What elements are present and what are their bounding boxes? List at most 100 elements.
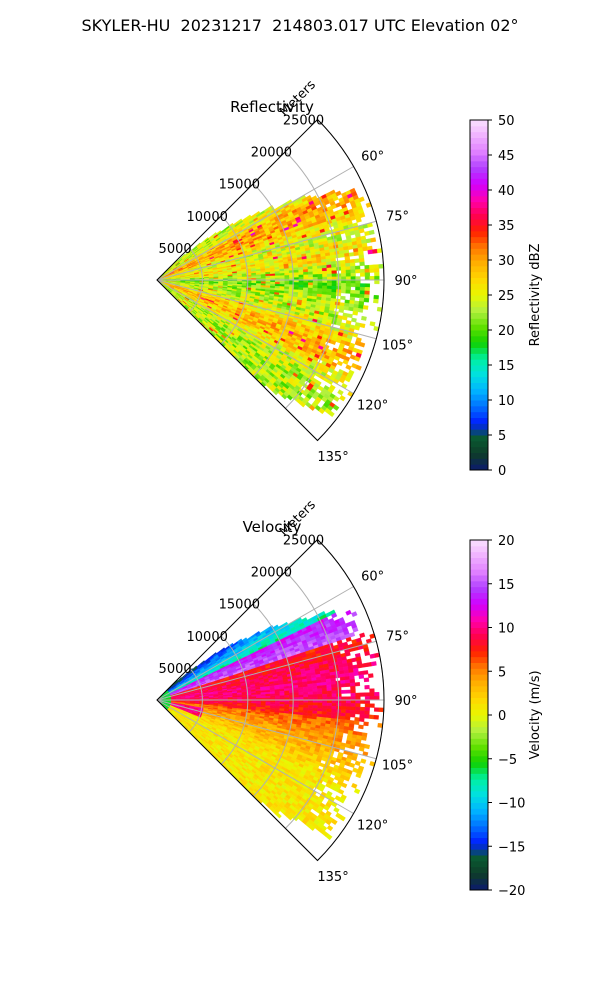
radar-cell (340, 289, 347, 294)
radar-cell (279, 275, 285, 279)
azimuth-tick-label: 105° (382, 338, 413, 353)
radar-cell (331, 282, 337, 287)
panel-velocity (156, 538, 492, 891)
colorbar-segment (470, 353, 488, 360)
colorbar-segment (470, 458, 488, 465)
radar-cell (374, 279, 380, 285)
radar-cell (369, 264, 375, 270)
radar-cell (358, 257, 365, 263)
radar-cell (350, 279, 356, 284)
colorbar-tick-label: 0 (498, 464, 506, 479)
radar-cell (307, 271, 314, 275)
radar-cell (374, 271, 380, 277)
radar-cell (359, 290, 366, 295)
colorbar-segment (470, 411, 488, 418)
radar-cell (359, 286, 366, 292)
colorbar-tick-label: 20 (498, 324, 515, 339)
colorbar-segment (470, 394, 488, 401)
colorbar-segment (470, 190, 488, 197)
radar-cell (340, 266, 347, 271)
radar-cell (338, 308, 345, 314)
radar-cell (339, 253, 346, 258)
colorbar-segment (470, 236, 488, 243)
colorbar-segment (470, 429, 488, 436)
radar-cell (374, 275, 380, 281)
radar-cell (355, 276, 361, 281)
radar-cell (359, 632, 366, 639)
radar-cell (331, 285, 337, 290)
colorbar-segment (470, 283, 488, 290)
colorbar-segment (470, 400, 488, 407)
colorbar-segment (470, 230, 488, 238)
radar-cell (349, 262, 356, 267)
radar-cell (364, 272, 371, 277)
radar-cell (350, 283, 356, 288)
colorbar-segment (470, 277, 488, 284)
radar-cell (251, 276, 257, 279)
radar-cell (340, 295, 346, 301)
colorbar-segment (470, 137, 488, 144)
radar-cell (340, 263, 346, 268)
radar-cell (293, 274, 300, 278)
radar-cell (322, 282, 328, 287)
azimuth-tick-label: 120° (357, 399, 388, 414)
radar-cell (373, 298, 379, 304)
radar-cell (317, 285, 323, 289)
colorbar-segment (470, 376, 488, 383)
radar-cell (312, 271, 318, 275)
colorbar-segment (470, 324, 488, 331)
colorbar (469, 119, 492, 471)
radar-cell (284, 272, 290, 276)
colorbar-tick-label: 30 (498, 254, 515, 269)
radar-cell (321, 267, 328, 272)
radar-cell (339, 395, 346, 402)
radar-cell (361, 662, 368, 668)
colorbar-segment (470, 125, 488, 133)
colorbar-segment (470, 184, 488, 191)
radar-cell (358, 674, 365, 679)
radar-cell (359, 212, 366, 219)
radar-cell (312, 274, 319, 278)
colorbar-segment (470, 289, 488, 296)
colorbar-segment (470, 248, 488, 255)
radar-cell (349, 678, 356, 684)
radar-cell (345, 283, 352, 288)
colorbar-segment (470, 312, 488, 319)
colorbar-segment (470, 178, 488, 185)
radar-cell (293, 272, 300, 276)
radar-cell (350, 265, 356, 271)
colorbar-segment (470, 271, 488, 278)
radar-cell (355, 283, 361, 288)
colorbar-segment (470, 417, 488, 424)
colorbar-tick-label: 15 (498, 359, 515, 374)
radar-cell (370, 237, 377, 243)
colorbar-segment (470, 295, 488, 302)
colorbar-segment (470, 359, 488, 366)
radar-cell (345, 364, 352, 371)
colorbar-segment (470, 195, 488, 203)
radar-cell (312, 282, 319, 286)
radar-cell (363, 677, 370, 683)
radar-cell (340, 259, 346, 265)
colorbar-segment (470, 423, 488, 430)
radar-cell (355, 286, 361, 291)
colorbar-segment (470, 120, 488, 127)
colorbar-segment (470, 219, 488, 226)
colorbar-segment (470, 365, 488, 372)
radar-cell (358, 196, 365, 203)
radar-cell (364, 290, 370, 296)
colorbar-segment (470, 306, 488, 313)
radar-cell (347, 313, 353, 319)
radar-cell (331, 267, 337, 272)
colorbar-segment (470, 330, 488, 337)
radar-cell (364, 650, 371, 657)
colorbar-segment (470, 149, 488, 156)
radar-cell (367, 673, 374, 679)
radar-cell (341, 273, 347, 278)
azimuth-tick-label: 60° (361, 150, 384, 165)
radar-cell (349, 632, 356, 638)
radar-cell (364, 276, 370, 281)
radar-cell (317, 282, 323, 287)
radar-cell (298, 282, 304, 286)
colorbar-segment (470, 131, 488, 138)
